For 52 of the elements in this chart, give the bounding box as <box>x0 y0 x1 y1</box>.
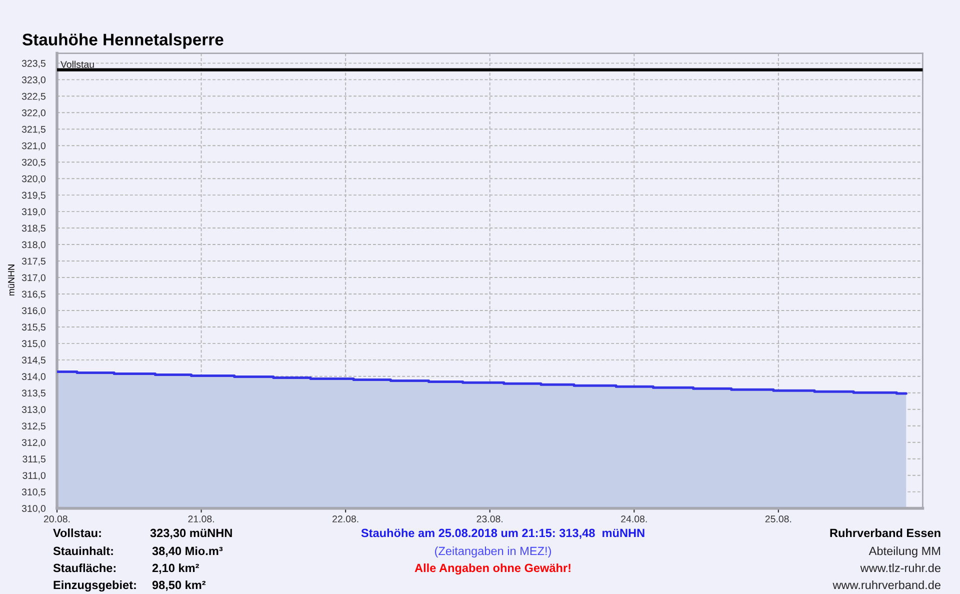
text: Einzugsgebiet: <box>54 580 136 592</box>
y-tick-label: 314,0 <box>22 373 46 382</box>
y-tick-label: 321,0 <box>22 142 46 150</box>
y-tick-label: 318,5 <box>22 224 46 233</box>
y-tick-label: 310,0 <box>22 505 46 514</box>
text: (Zeitangaben in MEZ!) <box>435 546 551 558</box>
y-tick-label: 315,5 <box>22 324 46 332</box>
text: 2,10 km² <box>152 563 200 574</box>
y-tick-label: 312,5 <box>22 422 46 431</box>
y-tick-label: 323,5 <box>22 60 46 68</box>
y-tick-label: 322,5 <box>22 92 46 101</box>
y-tick-label: 319,5 <box>22 192 46 200</box>
y-axis-title: müNHN <box>8 264 14 296</box>
y-tick-label: 315,0 <box>22 340 46 348</box>
x-tick-label: 21.08. <box>188 516 214 522</box>
text: Abteilung MM <box>868 546 940 558</box>
y-tick-label: 310,5 <box>22 488 46 497</box>
text: Stauhöhe am 25.08.2018 um 21:15: 313,48 müNHN <box>361 528 644 539</box>
chart-title: Stauhöhe Hennetalsperre <box>22 33 224 49</box>
text: Ruhrverband Essen <box>830 528 940 538</box>
text: www.tlz-ruhr.de <box>860 563 940 572</box>
x-tick-label: 20.08. <box>44 516 70 522</box>
y-tick-label: 320,0 <box>22 175 46 184</box>
y-tick-label: 322,0 <box>22 109 46 118</box>
text: Alle Angaben ohne Gewähr! <box>414 563 570 575</box>
y-tick-label: 317,0 <box>22 274 46 282</box>
text: Stauinhalt: <box>53 546 113 556</box>
y-tick-label: 319,0 <box>22 208 46 216</box>
text: Vollstau: <box>53 528 101 538</box>
y-tick-label: 313,5 <box>22 390 46 398</box>
y-tick-label: 323,0 <box>22 76 46 84</box>
y-tick-label: 321,5 <box>22 126 46 134</box>
text: 323,30 müNHN <box>150 528 232 539</box>
y-tick-label: 317,5 <box>22 258 46 266</box>
y-tick-label: 313,0 <box>22 406 46 414</box>
text: 98,50 km² <box>152 580 206 591</box>
text: www.ruhrverband.de <box>832 580 940 590</box>
text: 38,40 Mio.m³ <box>152 546 223 557</box>
y-tick-label: 311,5 <box>22 456 46 464</box>
y-tick-label: 320,5 <box>22 158 46 167</box>
x-tick-label: 22.08. <box>332 516 358 522</box>
y-tick-label: 316,0 <box>22 307 46 316</box>
y-tick-label: 318,0 <box>22 241 46 250</box>
y-tick-label: 311,0 <box>22 472 46 480</box>
y-tick-label: 316,5 <box>22 290 46 299</box>
x-tick-label: 23.08. <box>476 516 502 522</box>
text: Staufläche: <box>53 563 116 572</box>
x-tick-label: 24.08. <box>621 516 647 522</box>
y-tick-label: 314,5 <box>22 356 46 365</box>
y-tick-label: 312,0 <box>22 439 46 448</box>
ref-line-label: Vollstau <box>60 60 94 68</box>
x-tick-label: 25.08. <box>765 516 792 522</box>
